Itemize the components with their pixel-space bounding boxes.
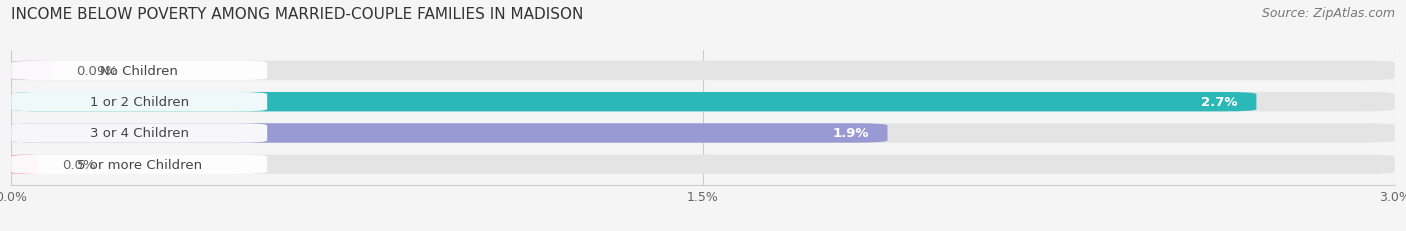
Text: No Children: No Children — [100, 65, 179, 78]
FancyBboxPatch shape — [11, 155, 1395, 174]
FancyBboxPatch shape — [11, 61, 267, 81]
Text: 0.0%: 0.0% — [62, 158, 96, 171]
FancyBboxPatch shape — [11, 124, 267, 143]
FancyBboxPatch shape — [11, 155, 39, 174]
FancyBboxPatch shape — [11, 124, 887, 143]
Text: 1.9%: 1.9% — [832, 127, 869, 140]
FancyBboxPatch shape — [11, 93, 1395, 112]
Text: 3 or 4 Children: 3 or 4 Children — [90, 127, 188, 140]
Text: INCOME BELOW POVERTY AMONG MARRIED-COUPLE FAMILIES IN MADISON: INCOME BELOW POVERTY AMONG MARRIED-COUPL… — [11, 7, 583, 22]
Text: 2.7%: 2.7% — [1202, 96, 1237, 109]
Text: Source: ZipAtlas.com: Source: ZipAtlas.com — [1261, 7, 1395, 20]
FancyBboxPatch shape — [11, 61, 53, 81]
FancyBboxPatch shape — [11, 93, 1257, 112]
FancyBboxPatch shape — [11, 124, 1395, 143]
Text: 0.09%: 0.09% — [76, 65, 118, 78]
Text: 5 or more Children: 5 or more Children — [77, 158, 202, 171]
FancyBboxPatch shape — [11, 155, 267, 174]
Text: 1 or 2 Children: 1 or 2 Children — [90, 96, 188, 109]
FancyBboxPatch shape — [11, 93, 267, 112]
FancyBboxPatch shape — [11, 61, 1395, 81]
